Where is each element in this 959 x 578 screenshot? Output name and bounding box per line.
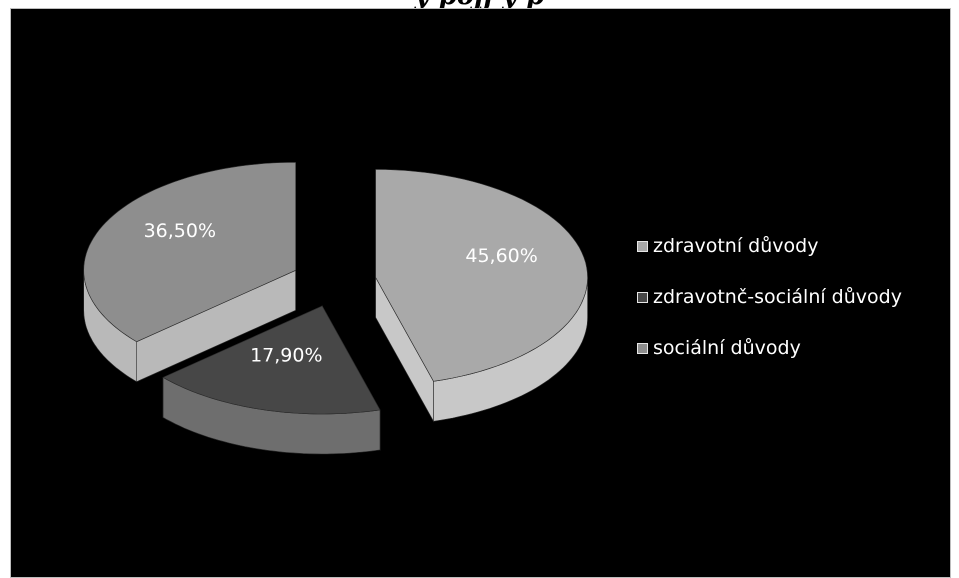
legend-swatch-zdravotne-socialni bbox=[637, 291, 648, 303]
legend-label-zdravotni: zdravotní důvody bbox=[653, 235, 819, 257]
legend-swatch-zdravotni bbox=[637, 240, 648, 252]
pie-chart: 45,60% 17,90% 36,50% bbox=[83, 161, 588, 455]
data-label-zdravotni: 45,60% bbox=[465, 245, 537, 267]
legend-item-socialni: sociální důvody bbox=[637, 333, 902, 363]
pie-slice-socialni bbox=[83, 161, 296, 383]
slice-top-zdravotne-socialni bbox=[162, 305, 381, 415]
legend-item-zdravotne-socialni: zdravotnč-sociální důvody bbox=[637, 282, 902, 312]
slice-top-zdravotni bbox=[375, 169, 588, 382]
data-label-zdravotne-socialni: 17,90% bbox=[250, 345, 322, 367]
slice-top-socialni bbox=[83, 161, 296, 343]
data-label-socialni: 36,50% bbox=[144, 220, 216, 242]
legend-swatch-socialni bbox=[637, 342, 648, 354]
cropped-title: y pojj y p bbox=[0, 0, 959, 10]
pie-slice-zdravotni bbox=[375, 169, 588, 423]
legend-label-socialni: sociální důvody bbox=[653, 337, 801, 359]
chart-area: 45,60% 17,90% 36,50% zdravotní důvody zdra… bbox=[10, 8, 951, 578]
legend-item-zdravotni: zdravotní důvody bbox=[637, 231, 902, 261]
legend: zdravotní důvody zdravotnč-sociální důvo… bbox=[637, 231, 902, 384]
legend-label-zdravotne-socialni: zdravotnč-sociální důvody bbox=[653, 286, 902, 308]
pie-slice-zdravotne-socialni bbox=[162, 304, 381, 455]
